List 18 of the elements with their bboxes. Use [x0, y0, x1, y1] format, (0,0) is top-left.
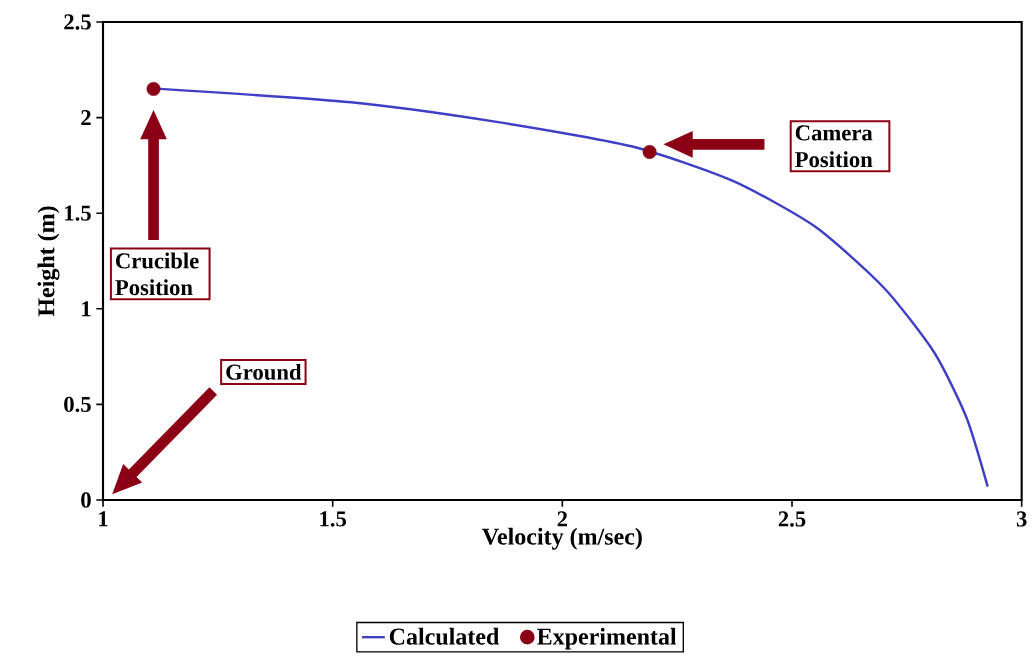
x-tick-label: 3 [1016, 511, 1027, 527]
y-tick-label: 1 [82, 301, 91, 317]
x-tick-label: 1 [99, 511, 108, 527]
annotation: Crucible Position [115, 252, 199, 296]
y-tick-label: 2 [81, 110, 91, 126]
x-axis-title: Velocity (m/sec) [482, 527, 642, 550]
legend-label: Experimental [537, 627, 677, 650]
annotation: Ground [226, 363, 302, 380]
y-tick-label: 0 [81, 492, 91, 508]
y-tick-label: 1.5 [65, 205, 91, 221]
legend-label: Calculated [389, 627, 500, 645]
annotation: Camera Position [795, 125, 873, 168]
y-tick-label: 2.5 [64, 14, 91, 30]
y-tick-label: 0.5 [64, 396, 91, 413]
x-tick-label: 1.5 [320, 511, 346, 527]
x-tick-label: 2 [557, 511, 568, 527]
y-axis-title: Height (m) [37, 206, 60, 317]
x-tick-label: 2.5 [778, 511, 806, 527]
